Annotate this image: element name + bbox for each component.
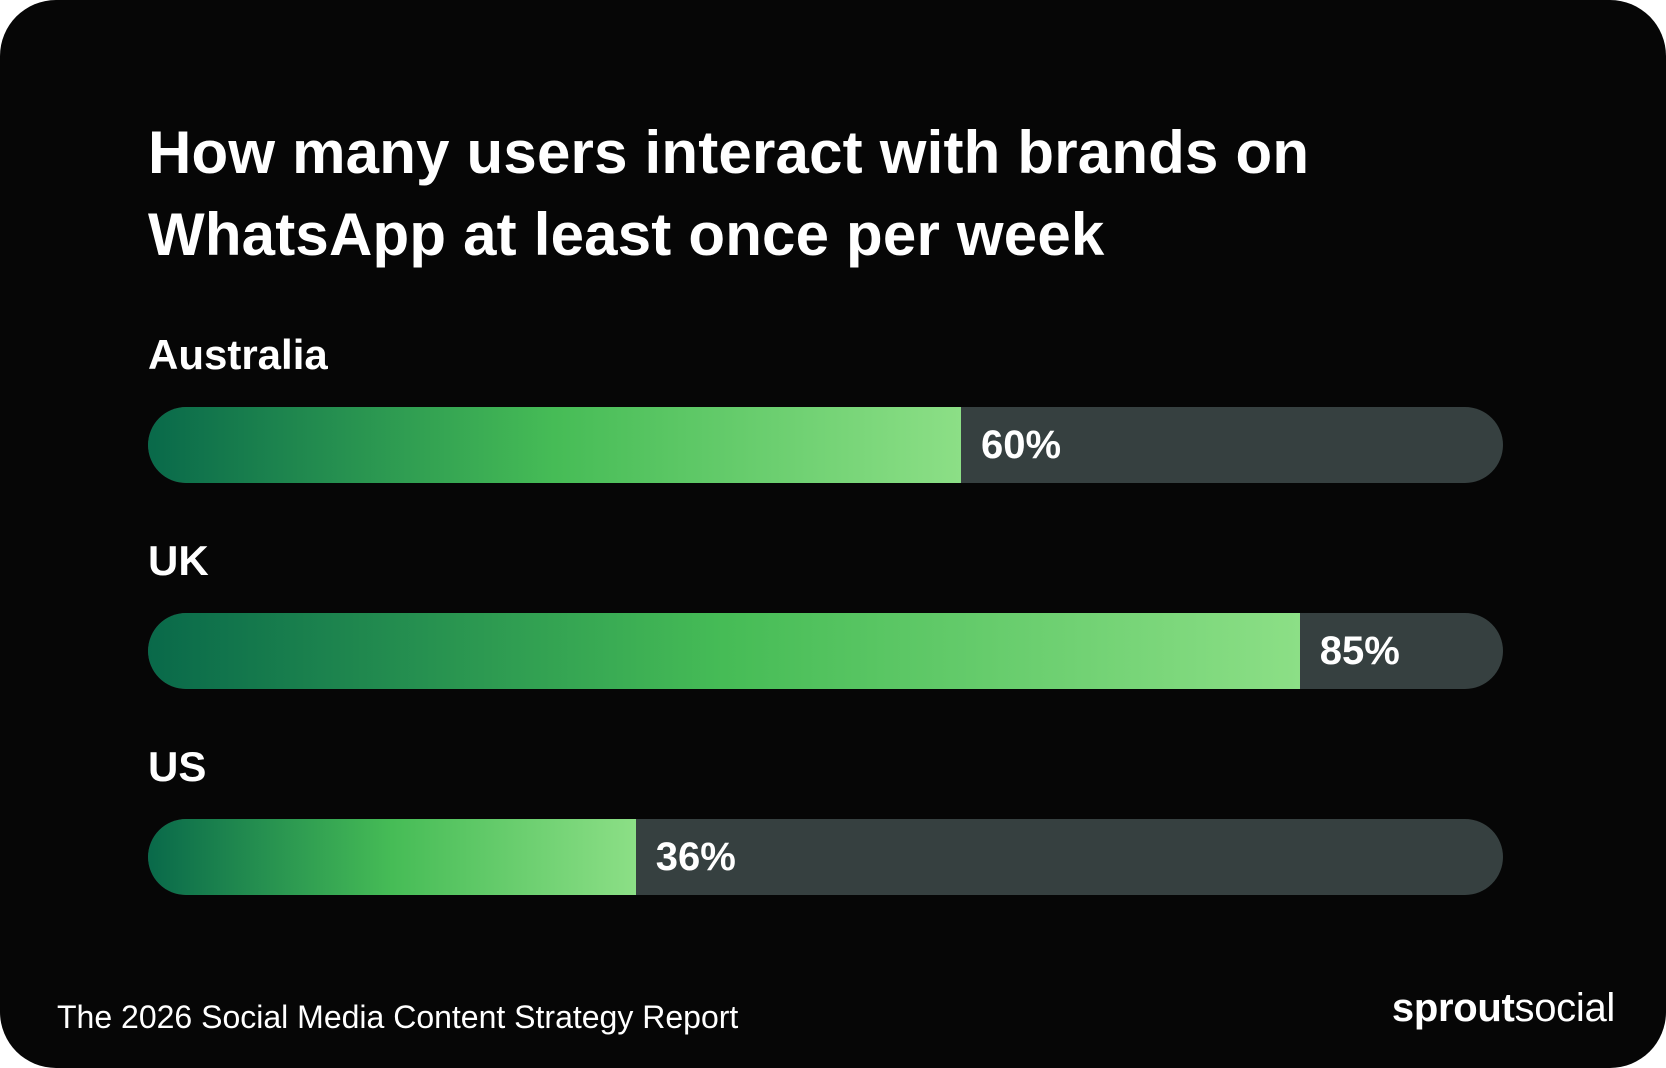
report-source-label: The 2026 Social Media Content Strategy R… <box>57 999 739 1035</box>
chart-title: How many users interact with brands on W… <box>148 112 1309 276</box>
bar-fill-uk <box>148 613 1300 689</box>
bar-track-uk: 85% <box>148 613 1503 689</box>
chart-title-line-1: How many users interact with brands on <box>148 119 1310 186</box>
sprout-social-logo-bold: sprout <box>1391 986 1515 1030</box>
bar-track-us: 36% <box>148 819 1503 895</box>
bar-label-australia: Australia <box>148 331 328 378</box>
bar-fill-us <box>148 819 636 895</box>
chart-title-line-2: WhatsApp at least once per week <box>148 201 1105 268</box>
sprout-social-logo-light: social <box>1514 986 1616 1030</box>
bar-value-us: 36% <box>655 835 736 879</box>
bar-track-australia: 60% <box>148 407 1503 483</box>
sprout-social-logo: sproutsocial <box>1392 986 1615 1031</box>
bar-label-us: US <box>148 743 207 790</box>
bar-label-uk: UK <box>148 537 209 584</box>
bar-value-australia: 60% <box>981 423 1062 467</box>
bar-fill-australia <box>148 407 961 483</box>
bar-value-uk: 85% <box>1319 629 1400 673</box>
